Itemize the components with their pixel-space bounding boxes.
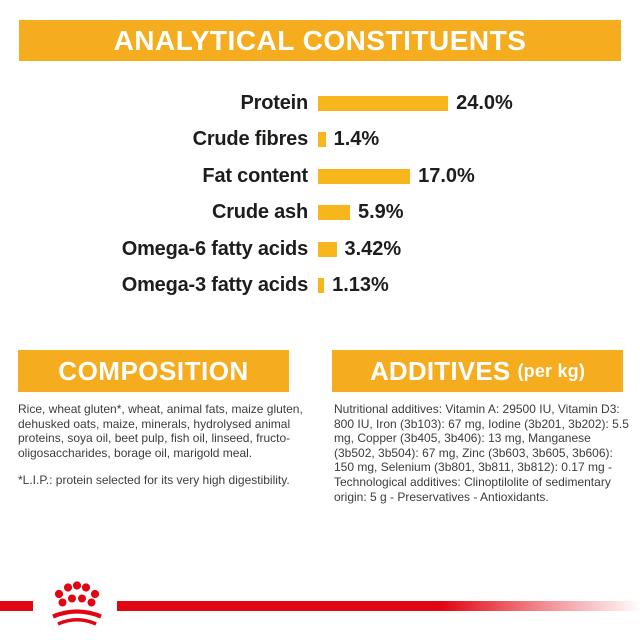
analytical-constituents-chart: Protein 24.0% Crude fibres 1.4% Fat content 1… — [0, 85, 640, 304]
chart-row: Omega-3 fatty acids 1.13% — [0, 268, 640, 305]
chart-value-label: 5.9% — [358, 201, 404, 224]
chart-value-label: 3.42% — [344, 237, 402, 260]
chart-category-label: Crude fibres — [192, 128, 309, 151]
chart-bar — [318, 278, 325, 294]
additives-header: ADDITIVES (per kg) — [332, 350, 623, 392]
composition-footnote: *L.I.P.: protein selected for its very h… — [18, 473, 290, 487]
additives-title-suffix: (per kg) — [517, 360, 586, 381]
analytical-constituents-title: ANALYTICAL CONSTITUENTS — [113, 24, 527, 56]
analytical-constituents-header: ANALYTICAL CONSTITUENTS — [19, 20, 621, 61]
chart-category-label: Omega-3 fatty acids — [121, 274, 308, 297]
chart-category-label: Fat content — [202, 164, 308, 187]
chart-category-label: Crude ash — [211, 201, 308, 224]
chart-row: Fat content 17.0% — [0, 158, 640, 195]
additives-body-text: Nutritional additives: Vitamin A: 29500 … — [334, 402, 629, 504]
chart-category-label: Protein — [240, 91, 309, 114]
chart-value-label: 1.13% — [332, 274, 389, 297]
brand-stripe-right — [117, 601, 640, 611]
chart-bar — [318, 241, 337, 257]
chart-row: Protein 24.0% — [0, 85, 640, 122]
chart-bar — [318, 132, 326, 148]
composition-body-text: Rice, wheat gluten*, wheat, animal fats,… — [18, 402, 303, 460]
composition-title: COMPOSITION — [58, 355, 249, 386]
chart-bar — [318, 168, 411, 184]
chart-bar — [318, 95, 449, 111]
chart-bar — [318, 205, 350, 221]
brand-stripe-left — [0, 601, 33, 611]
chart-value-label: 24.0% — [456, 91, 513, 114]
chart-row: Crude ash 5.9% — [0, 195, 640, 232]
chart-row: Crude fibres 1.4% — [0, 122, 640, 159]
chart-value-label: 1.4% — [333, 128, 380, 151]
additives-title: ADDITIVES — [369, 355, 511, 386]
composition-header: COMPOSITION — [18, 350, 289, 392]
royal-canin-crown-logo — [52, 581, 102, 626]
chart-row: Omega-6 fatty acids 3.42% — [0, 231, 640, 268]
chart-value-label: 17.0% — [418, 164, 475, 187]
chart-category-label: Omega-6 fatty acids — [121, 237, 308, 260]
